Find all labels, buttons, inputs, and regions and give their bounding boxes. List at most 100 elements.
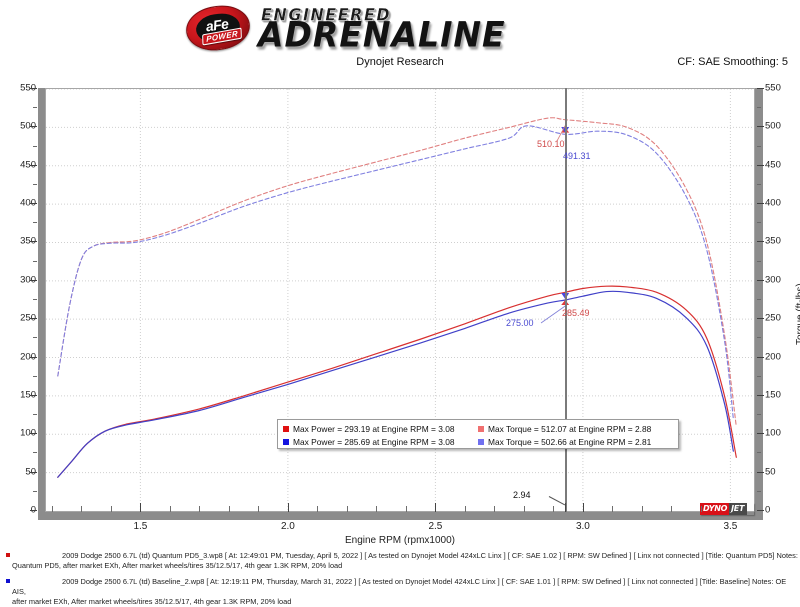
x-axis-tick-minor — [494, 506, 496, 512]
axis-tick-minor — [33, 299, 37, 300]
run-note-2: 2009 Dodge 2500 6.7L (td) Baseline_2.wp8… — [0, 577, 800, 607]
y-axis-right-band — [755, 88, 763, 514]
axis-tick-minor — [33, 183, 37, 185]
x-axis-band — [38, 512, 763, 520]
axis-tick — [757, 356, 764, 358]
axis-tick — [30, 126, 37, 128]
y-axis-right-tick-label: 400 — [765, 197, 781, 209]
run-note-2-line2: after market EXh, After market wheels/ti… — [12, 597, 292, 606]
x-axis-tick-minor — [523, 506, 525, 512]
x-axis-tick — [287, 503, 289, 512]
x-axis-tick — [435, 503, 437, 512]
x-axis-tick-minor — [199, 506, 201, 512]
annotation-power-blue: 275.00 — [506, 318, 534, 328]
axis-tick — [757, 164, 764, 166]
axis-tick — [757, 433, 764, 435]
x-axis-tick-label: 2.0 — [280, 521, 295, 532]
axis-tick — [30, 241, 37, 243]
y-axis-right-tick-label: 100 — [765, 427, 781, 439]
run-note-1-line2: Quantum PD5, after market EXh, After mar… — [12, 561, 343, 570]
axis-tick — [757, 241, 764, 243]
series-line-0 — [57, 285, 737, 478]
x-axis-tick-minor — [641, 506, 643, 512]
axis-tick-minor — [757, 299, 761, 300]
axis-tick-minor — [757, 107, 761, 109]
series-line-2 — [57, 117, 737, 428]
y-axis-right-labels: 0 50 100 150 200 250 300 350 400 450 500 550 — [765, 83, 800, 516]
run-note-2-line1: 2009 Dodge 2500 6.7L (td) Baseline_2.wp8… — [12, 577, 787, 596]
run-color-dot-blue — [6, 579, 10, 583]
x-axis-tick-minor — [51, 506, 53, 512]
axis-tick — [757, 126, 764, 128]
annotation-power-red: 285.49 — [562, 308, 590, 318]
axis-tick-minor — [33, 260, 37, 262]
y-axis-right-tick-label: 550 — [765, 82, 781, 94]
x-axis-tick-minor — [464, 506, 466, 512]
legend-label-torque-blue: Max Torque = 502.66 at Engine RPM = 2.81 — [488, 437, 652, 447]
axis-tick — [30, 88, 37, 89]
legend-swatch-torque-red — [478, 426, 484, 432]
axis-tick-minor — [757, 145, 761, 147]
y-axis-left-tick-label: 500 — [20, 120, 36, 132]
dynojet-watermark: DYNO JET — [700, 503, 754, 515]
axis-tick-minor — [757, 337, 761, 339]
axis-tick-minor — [757, 414, 761, 416]
axis-tick-minor — [757, 222, 761, 224]
chart-legend: Max Power = 293.19 at Engine RPM = 3.08 … — [277, 419, 679, 449]
axis-tick — [30, 471, 37, 473]
y-axis-left-tick-label: 450 — [20, 159, 36, 171]
dynojet-jet-text: JET — [729, 503, 748, 515]
dynojet-dyno-text: DYNO — [700, 503, 730, 515]
x-axis-tick-minor — [317, 506, 319, 512]
run-note-1-line1: 2009 Dodge 2500 6.7L (td) Quantum PD5_3.… — [62, 551, 798, 560]
y-axis-right-title: Torque (ft-lbs) — [795, 283, 800, 345]
afe-power-logo: aFe POWER ENGINEERED ADRENALINE — [183, 1, 606, 55]
legend-label-power-blue: Max Power = 285.69 at Engine RPM = 3.08 — [293, 437, 455, 447]
axis-tick — [757, 471, 764, 473]
y-axis-right-tick-label: 300 — [765, 274, 781, 286]
x-axis-tick — [140, 503, 142, 512]
axis-tick — [30, 203, 37, 205]
y-axis-right-tick-label: 200 — [765, 351, 781, 363]
y-axis-left-tick-label: 300 — [20, 274, 36, 286]
x-axis-tick-minor — [700, 506, 702, 512]
axis-tick — [30, 394, 37, 396]
legend-swatch-power-red — [283, 426, 289, 432]
y-axis-right-tick-label: 350 — [765, 235, 781, 247]
cursor-line[interactable] — [565, 88, 567, 512]
x-axis-tick-minor — [405, 506, 407, 512]
axis-tick — [757, 88, 764, 89]
y-axis-left-tick-label: 250 — [20, 312, 36, 324]
cf-smoothing-note: CF: SAE Smoothing: 5 — [677, 56, 788, 68]
cursor-x-tick — [565, 503, 567, 512]
x-axis-tick-minor — [110, 506, 112, 512]
axis-tick — [757, 279, 764, 281]
y-axis-right-tick-label: 450 — [765, 159, 781, 171]
axis-tick — [757, 318, 764, 320]
x-axis-tick-minor — [81, 506, 83, 512]
axis-tick — [30, 318, 37, 320]
axis-tick-minor — [757, 452, 761, 454]
y-axis-left-tick-label: 200 — [20, 351, 36, 363]
axis-tick-minor — [33, 414, 37, 416]
y-axis-right-tick-label: 250 — [765, 312, 781, 324]
y-axis-right-tick-label: 500 — [765, 120, 781, 132]
y-axis-left-band — [38, 88, 45, 514]
x-axis-tick-minor — [346, 506, 348, 512]
axis-tick — [757, 510, 764, 511]
legend-entry-power-1: Max Power = 293.19 at Engine RPM = 3.08 — [283, 424, 478, 434]
axis-tick — [30, 356, 37, 358]
x-axis-tick — [582, 503, 584, 512]
axis-tick-minor — [757, 375, 761, 377]
axis-tick — [30, 433, 37, 435]
x-axis-title: Engine RPM (rpmx1000) — [344, 535, 456, 546]
x-axis-tick-label: 1.5 — [133, 521, 148, 532]
axis-tick-minor — [757, 490, 761, 492]
x-axis-tick-minor — [376, 506, 378, 512]
legend-label-torque-red: Max Torque = 512.07 at Engine RPM = 2.88 — [488, 424, 652, 434]
legend-row: Max Power = 285.69 at Engine RPM = 3.08 … — [283, 436, 673, 448]
y-axis-left-tick-label: 100 — [20, 427, 36, 439]
y-axis-right-tick-label: 50 — [765, 466, 776, 478]
